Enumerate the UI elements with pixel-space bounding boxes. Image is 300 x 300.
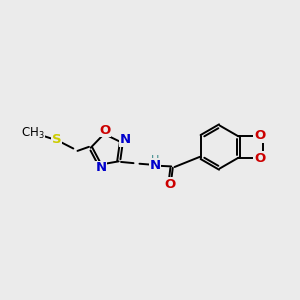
Text: S: S [52,133,61,146]
Text: O: O [254,152,266,165]
Text: O: O [254,129,266,142]
Text: N: N [119,134,130,146]
Text: N: N [96,161,107,174]
Text: H: H [151,155,159,165]
Text: N: N [149,159,161,172]
Text: $\mathregular{CH_3}$: $\mathregular{CH_3}$ [21,126,44,141]
Text: O: O [99,124,110,137]
Text: O: O [164,178,176,191]
